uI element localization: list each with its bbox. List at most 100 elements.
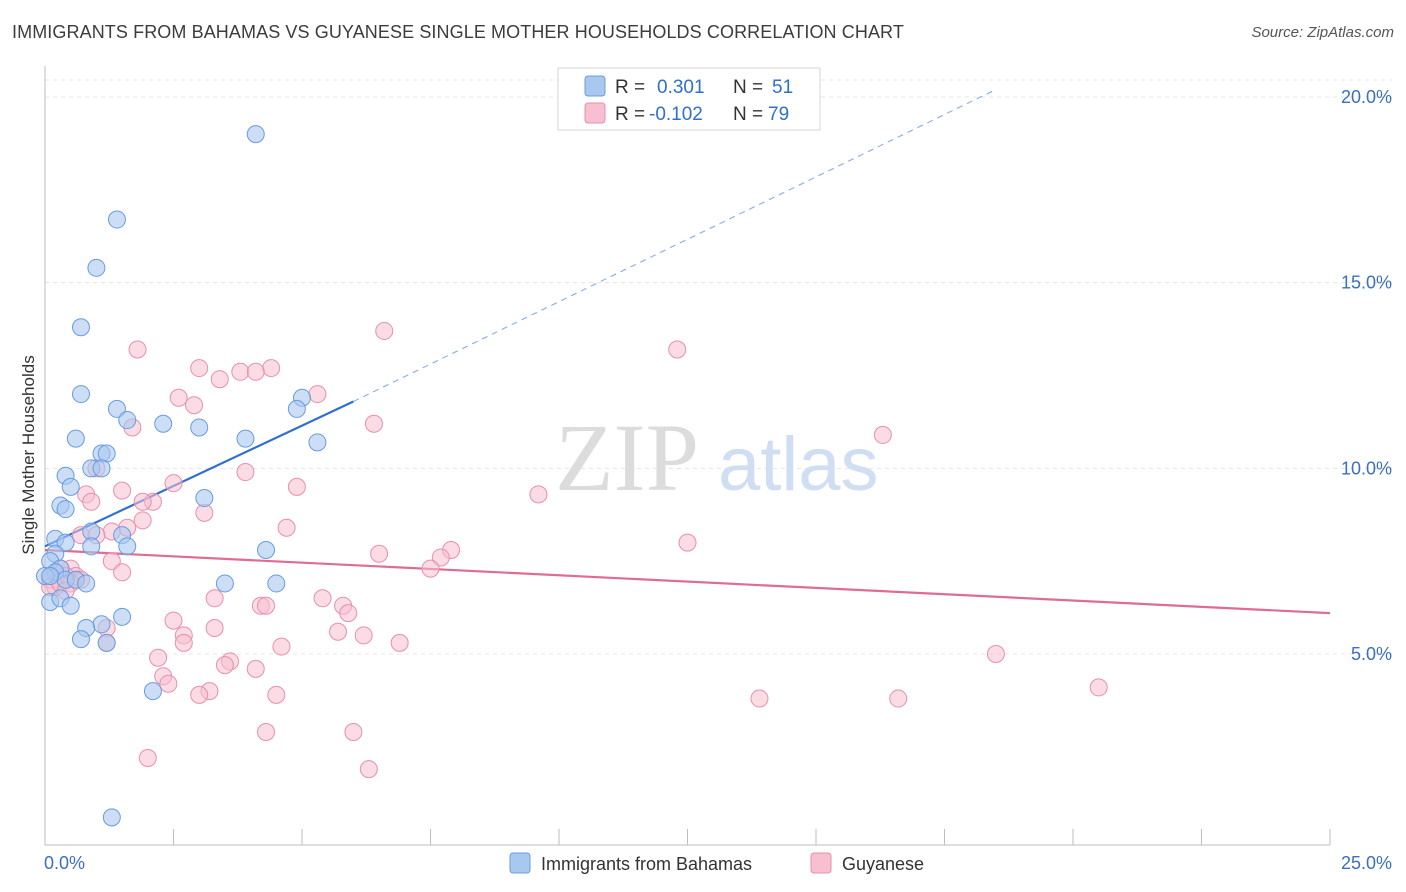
y-tick-labels: 5.0% 10.0% 15.0% 20.0% bbox=[1341, 87, 1392, 664]
guyanese-point bbox=[313, 589, 332, 608]
bahamas-point bbox=[118, 411, 137, 430]
bahamas-point bbox=[71, 385, 90, 404]
bahamas-point bbox=[56, 500, 75, 519]
guyanese-point bbox=[668, 340, 687, 359]
guyanese-point bbox=[164, 611, 183, 630]
guyanese-point bbox=[190, 685, 209, 704]
bahamas-point bbox=[102, 808, 121, 827]
trend-line-bahamas bbox=[44, 400, 354, 548]
bahamas-point bbox=[113, 607, 132, 626]
bahamas-point bbox=[107, 399, 126, 418]
y-axis-title: Single Mother Households bbox=[19, 355, 38, 554]
axes bbox=[44, 66, 1331, 846]
guyanese-point bbox=[257, 596, 276, 615]
y-tick-label: 15.0% bbox=[1341, 273, 1392, 293]
legend-n-label-blue: N = bbox=[733, 77, 763, 98]
bahamas-point bbox=[143, 682, 162, 701]
bahamas-point bbox=[107, 210, 126, 229]
legend-r-value-blue: 0.301 bbox=[657, 77, 705, 98]
series-legend-swatch-pink bbox=[810, 852, 832, 874]
guyanese-point bbox=[133, 511, 152, 530]
guyanese-point bbox=[308, 385, 327, 404]
watermark-zip: ZIP bbox=[555, 404, 699, 511]
series-legend-label-blue: Immigrants from Bahamas bbox=[541, 854, 752, 874]
bahamas-point bbox=[267, 574, 286, 593]
guyanese-point bbox=[205, 619, 224, 638]
bahamas-point bbox=[257, 541, 276, 560]
guyanese-point bbox=[164, 474, 183, 493]
legend-n-value-pink: 79 bbox=[768, 104, 789, 125]
guyanese-point bbox=[370, 544, 389, 563]
guyanese-point bbox=[246, 362, 265, 381]
guyanese-point bbox=[277, 518, 296, 537]
guyanese-point bbox=[1089, 678, 1108, 697]
bahamas-point bbox=[287, 399, 306, 418]
bahamas-point bbox=[61, 596, 80, 615]
guyanese-point bbox=[102, 552, 121, 571]
guyanese-point bbox=[354, 626, 373, 645]
legend-n-label-pink: N = bbox=[733, 104, 763, 125]
watermark-atlas: atlas bbox=[718, 422, 879, 507]
bahamas-point bbox=[215, 574, 234, 593]
bahamas-point bbox=[195, 489, 214, 508]
stats-legend: R = 0.301 N = 51 R = -0.102 N = 79 bbox=[557, 67, 821, 131]
guyanese-point bbox=[873, 425, 892, 444]
guyanese-point bbox=[174, 633, 193, 652]
bahamas-point bbox=[92, 459, 111, 478]
legend-r-label-pink: R = bbox=[615, 104, 645, 125]
trend-lines bbox=[44, 89, 1331, 615]
bahamas-point bbox=[246, 125, 265, 144]
series-legend: Immigrants from Bahamas Guyanese bbox=[509, 852, 924, 874]
series-legend-swatch-blue bbox=[509, 852, 531, 874]
source-credit: Source: ZipAtlas.com bbox=[1251, 24, 1394, 41]
bahamas-point bbox=[154, 414, 173, 433]
guyanese-point bbox=[390, 633, 409, 652]
bahamas-point bbox=[66, 429, 85, 448]
guyanese-point bbox=[138, 748, 157, 767]
guyanese-point bbox=[421, 559, 440, 578]
guyanese-point bbox=[257, 722, 276, 741]
guyanese-point bbox=[889, 689, 908, 708]
guyanese-point bbox=[375, 321, 394, 340]
guyanese-point bbox=[128, 340, 147, 359]
y-tick-label: 20.0% bbox=[1341, 87, 1392, 107]
guyanese-point bbox=[82, 492, 101, 511]
trend-line-bahamas-extension bbox=[353, 89, 997, 403]
guyanese-point bbox=[185, 396, 204, 415]
bahamas-point bbox=[41, 567, 60, 586]
guyanese-points bbox=[41, 321, 1108, 779]
guyanese-point bbox=[215, 656, 234, 675]
guyanese-point bbox=[133, 492, 152, 511]
bahamas-point bbox=[61, 477, 80, 496]
bahamas-point bbox=[308, 433, 327, 452]
guyanese-point bbox=[246, 659, 265, 678]
bahamas-point bbox=[77, 574, 96, 593]
bahamas-points bbox=[36, 125, 327, 827]
y-tick-label: 10.0% bbox=[1341, 458, 1392, 478]
guyanese-point bbox=[986, 645, 1005, 663]
guyanese-point bbox=[169, 388, 188, 407]
guyanese-point bbox=[190, 359, 209, 378]
guyanese-point bbox=[339, 604, 358, 623]
guyanese-point bbox=[149, 648, 168, 667]
bahamas-point bbox=[190, 418, 209, 437]
guyanese-point bbox=[529, 485, 548, 504]
legend-swatch-pink bbox=[584, 102, 606, 124]
guyanese-point bbox=[678, 533, 697, 552]
guyanese-point bbox=[364, 414, 383, 433]
guyanese-point bbox=[267, 685, 286, 704]
chart-title: IMMIGRANTS FROM BAHAMAS VS GUYANESE SING… bbox=[12, 22, 904, 42]
guyanese-point bbox=[113, 481, 132, 500]
x-tick-label-max: 25.0% bbox=[1341, 853, 1392, 873]
guyanese-point bbox=[359, 760, 378, 779]
guyanese-point bbox=[205, 589, 224, 608]
guyanese-point bbox=[231, 362, 250, 381]
bahamas-point bbox=[92, 615, 111, 634]
legend-swatch-blue bbox=[584, 75, 606, 97]
guyanese-point bbox=[210, 370, 229, 389]
guyanese-point bbox=[750, 689, 769, 708]
legend-r-label-blue: R = bbox=[615, 77, 645, 98]
series-legend-label-pink: Guyanese bbox=[842, 854, 924, 874]
bahamas-point bbox=[82, 537, 101, 556]
bahamas-point bbox=[118, 537, 137, 556]
